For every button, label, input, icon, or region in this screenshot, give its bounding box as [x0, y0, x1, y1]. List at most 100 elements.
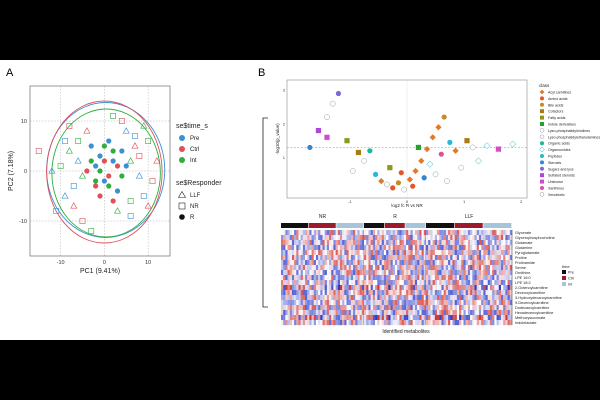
heatmap-cell [470, 255, 473, 261]
heatmap-cell [410, 305, 413, 311]
heatmap-cell [372, 230, 376, 236]
heatmap-cell [379, 255, 382, 261]
heatmap-cell [445, 245, 449, 251]
heatmap-cell [481, 235, 484, 241]
heatmap-cell [296, 310, 299, 316]
heatmap-cell [410, 265, 413, 271]
heatmap-cell [377, 255, 380, 261]
heatmap-cell [463, 280, 466, 286]
heatmap-cell [302, 295, 306, 301]
heatmap-cell [313, 230, 317, 236]
heatmap-group-labels: NR R LLF [319, 214, 473, 220]
heatmap-cell [355, 310, 358, 316]
heatmap-cell [450, 320, 453, 326]
heatmap-cell [339, 255, 343, 261]
heatmap-cell [503, 235, 506, 241]
heatmap-cell [383, 300, 387, 306]
heatmap-cell [503, 295, 506, 301]
heatmap-cell [470, 260, 473, 266]
heatmap-cell [498, 285, 502, 291]
heatmap-cell [463, 235, 466, 241]
heatmap-cell [474, 255, 477, 261]
heatmap-cell [344, 295, 347, 301]
heatmap-cell [370, 280, 374, 286]
heatmap-cell [302, 255, 306, 261]
heatmap-cell [441, 290, 444, 296]
heatmap-cell [463, 255, 466, 261]
heatmap-cell [366, 250, 369, 256]
heatmap-cell [450, 270, 453, 276]
heatmap-cell [289, 275, 293, 281]
heatmap-cell [395, 295, 398, 301]
heatmap-cell [355, 245, 358, 251]
heatmap-cell [368, 315, 371, 321]
heatmap-cell [337, 305, 341, 311]
heatmap-cell [509, 260, 513, 266]
heatmap-cell [430, 285, 433, 291]
heatmap-cell [406, 320, 409, 326]
heatmap-cell [298, 230, 301, 236]
heatmap-cell [368, 250, 371, 256]
heatmap-cell [294, 295, 297, 301]
heatmap-cell [357, 320, 360, 326]
heatmap-cell [428, 245, 431, 251]
heatmap-cell [408, 260, 411, 266]
heatmap-cell [337, 275, 341, 281]
volcano-legend-marker [540, 96, 544, 101]
heatmap-cell [459, 230, 462, 236]
heatmap-cell [305, 295, 308, 301]
heatmap-cell [388, 285, 391, 291]
heatmap-cell [395, 280, 398, 286]
heatmap-cell [309, 245, 312, 251]
heatmap-cell [318, 290, 321, 296]
heatmap-cell [467, 240, 471, 246]
heatmap-cell [492, 275, 495, 281]
heatmap-cell [346, 265, 349, 271]
heatmap-cell [294, 280, 297, 286]
heatmap-row-label: Serine [515, 266, 526, 270]
heatmap-cell [397, 295, 400, 301]
pca-point [136, 153, 143, 159]
heatmap-cell [474, 280, 477, 286]
heatmap-cell [324, 295, 328, 301]
heatmap-cell [344, 235, 347, 241]
heatmap-cell [419, 255, 422, 261]
heatmap-cell [322, 280, 325, 286]
volcano-point [426, 160, 434, 168]
heatmap-cell [357, 305, 360, 311]
heatmap-cell [399, 235, 402, 241]
heatmap-cell [441, 300, 444, 306]
heatmap-cell [337, 270, 341, 276]
heatmap-cell [474, 270, 477, 276]
heatmap-cell [361, 290, 365, 296]
volcano-point [509, 140, 517, 148]
heatmap-cell [364, 320, 367, 326]
heatmap-cell [331, 280, 334, 286]
heatmap-cell [383, 320, 387, 326]
heatmap-cell [452, 230, 455, 236]
heatmap-cell [492, 260, 495, 266]
heatmap-cell [432, 315, 435, 321]
heatmap-cell [478, 235, 482, 241]
heatmap-cell [329, 295, 332, 301]
pca-x-tick-label: -10 [57, 260, 65, 266]
heatmap-cell [331, 260, 334, 266]
heatmap-cell [296, 290, 299, 296]
heatmap-cell [432, 305, 435, 311]
heatmap-cell [361, 275, 365, 281]
pca-point [106, 138, 112, 144]
heatmap-cell [339, 320, 343, 326]
heatmap-cell [503, 290, 506, 296]
heatmap-cell [305, 240, 308, 246]
heatmap-cell [498, 270, 502, 276]
heatmap-cell [467, 305, 471, 311]
heatmap-cell [489, 280, 493, 286]
heatmap-cell [320, 235, 323, 241]
volcano-point [324, 134, 330, 140]
heatmap-cell [476, 265, 480, 271]
heatmap-cell [344, 315, 347, 321]
heatmap-cell [470, 305, 473, 311]
heatmap-cell [419, 305, 422, 311]
heatmap-cell [470, 290, 473, 296]
heatmap-cell [443, 290, 446, 296]
